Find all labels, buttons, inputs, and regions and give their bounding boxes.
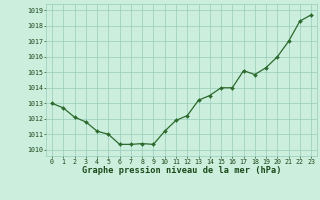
X-axis label: Graphe pression niveau de la mer (hPa): Graphe pression niveau de la mer (hPa) <box>82 166 281 175</box>
